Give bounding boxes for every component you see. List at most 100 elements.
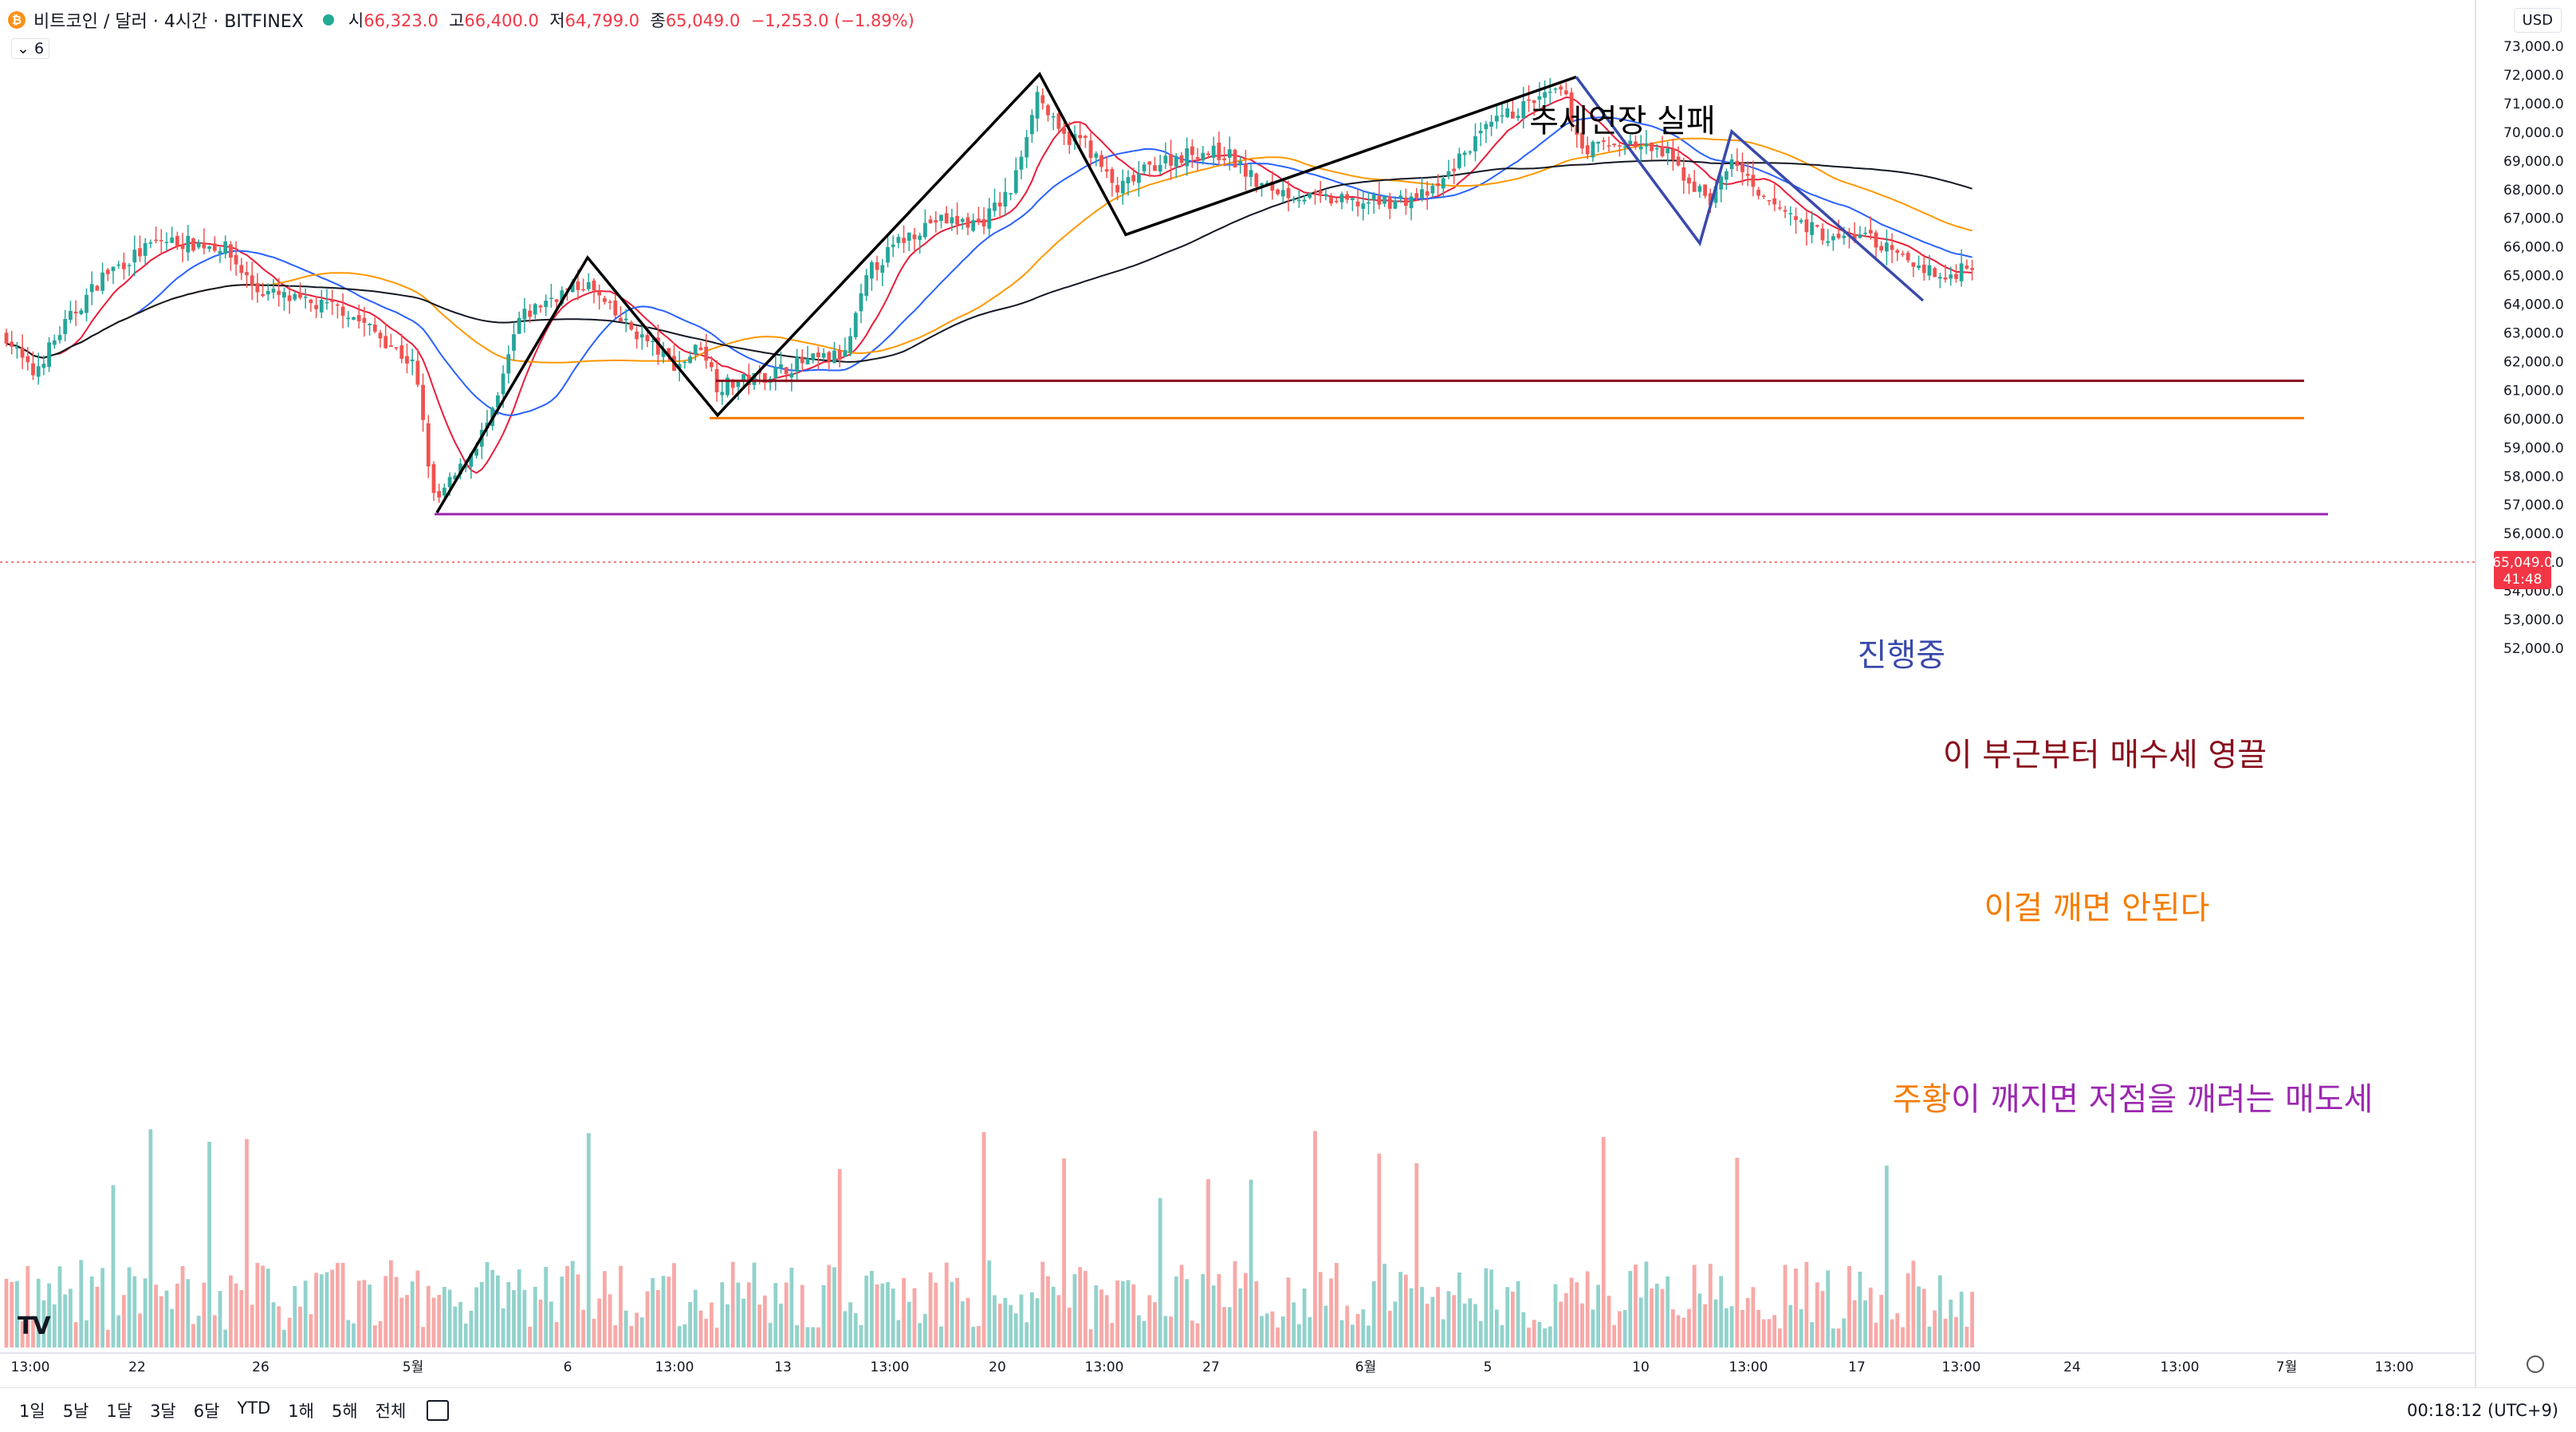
timeframe-8[interactable]: 전체	[375, 1401, 407, 1421]
candle-body	[1761, 195, 1766, 198]
candle-body	[1938, 277, 1942, 279]
candle-body	[960, 218, 965, 222]
candle-body	[811, 353, 816, 361]
candle-body	[1917, 265, 1921, 269]
candle-body	[928, 219, 933, 223]
candle-body	[512, 334, 516, 352]
time-tick: 27	[1202, 1359, 1220, 1375]
symbol-title[interactable]: 비트코인 / 달러 · 4시간 · BITFINEX	[33, 12, 304, 32]
timeframe-5[interactable]: YTD	[237, 1398, 271, 1418]
candle-body	[1323, 194, 1328, 196]
volume-bar	[1072, 1274, 1077, 1347]
annotation-must-hold: 이걸 깨면 안된다	[1984, 890, 2209, 926]
clock: 00:18:12 (UTC+9)	[2407, 1400, 2558, 1420]
candle-body	[180, 244, 185, 250]
timeframe-3[interactable]: 3달	[150, 1401, 176, 1421]
volume-bar	[560, 1277, 564, 1347]
volume-bar	[105, 1329, 110, 1347]
volume-bar	[1794, 1269, 1798, 1347]
candle-body	[1585, 145, 1590, 155]
volume-bar	[1147, 1295, 1152, 1347]
volume-bar	[1131, 1284, 1136, 1347]
candle-body	[1548, 91, 1552, 93]
candle-body	[1367, 202, 1371, 204]
timeframe-7[interactable]: 5해	[331, 1401, 358, 1421]
timeframe-4[interactable]: 6달	[193, 1401, 220, 1421]
volume-bar	[303, 1281, 308, 1347]
candle-body	[944, 213, 949, 224]
volume-bar	[1329, 1278, 1333, 1347]
volume-bar	[1099, 1289, 1103, 1347]
settings-gear-icon[interactable]	[2527, 1355, 2544, 1373]
candle-body	[191, 238, 195, 251]
indicator-toggle[interactable]: ⌄ 6	[11, 38, 50, 59]
volume-bar	[1921, 1288, 1926, 1347]
volume-bar	[111, 1185, 116, 1347]
candle-body	[1280, 190, 1285, 197]
candle-body	[1083, 136, 1087, 138]
candle-body	[164, 242, 169, 243]
volume-bar	[1778, 1328, 1782, 1347]
candle-body	[1687, 177, 1691, 184]
price-tick: 64,000.0	[2503, 297, 2564, 313]
candle-body	[1297, 199, 1301, 202]
candle-body	[1799, 220, 1803, 222]
volume-bar	[1729, 1306, 1734, 1347]
volume-bar	[399, 1297, 404, 1347]
volume-bar	[645, 1291, 650, 1347]
candle-body	[870, 262, 874, 279]
volume-bar	[85, 1320, 88, 1347]
timeframe-0[interactable]: 1일	[19, 1401, 45, 1421]
candle-body	[47, 342, 51, 368]
candle-body	[891, 244, 895, 247]
candle-body	[1206, 153, 1210, 155]
currency-selector[interactable]: USD	[2513, 8, 2562, 33]
volume-bar	[431, 1297, 436, 1347]
volume-bars	[4, 1129, 1974, 1347]
volume-bar	[20, 1321, 25, 1347]
timeframe-2[interactable]: 1달	[106, 1401, 133, 1421]
volume-bar	[1169, 1316, 1173, 1347]
volume-bar	[15, 1281, 19, 1347]
candle-body	[1003, 191, 1008, 207]
timeframe-6[interactable]: 1해	[288, 1401, 314, 1421]
candle-body	[63, 319, 68, 335]
volume-bar	[1302, 1288, 1307, 1347]
candle-body	[143, 242, 147, 256]
candle-body	[629, 322, 634, 330]
volume-bar	[1644, 1261, 1649, 1347]
volume-bar	[1959, 1292, 1964, 1347]
volume-bar	[1377, 1153, 1382, 1347]
candle-body	[1575, 124, 1579, 136]
volume-bar	[148, 1129, 153, 1347]
candle-body	[1959, 263, 1964, 281]
volume-bar	[1404, 1274, 1408, 1347]
volume-bar	[1847, 1265, 1851, 1347]
candle-body	[544, 301, 549, 308]
calendar-icon[interactable]	[427, 1399, 450, 1421]
candle-body	[229, 244, 233, 258]
volume-bar	[603, 1271, 607, 1347]
volume-bar	[1964, 1326, 1969, 1347]
volume-bar	[1671, 1309, 1675, 1347]
timeframe-1[interactable]: 5날	[62, 1401, 89, 1421]
volume-bar	[421, 1327, 425, 1347]
zigzag-blue[interactable]	[1575, 76, 1925, 302]
candle-body	[645, 335, 650, 342]
time-tick: 13	[774, 1359, 792, 1375]
candle-body	[218, 250, 222, 254]
volume-bar	[682, 1324, 687, 1347]
candle-body	[1559, 86, 1563, 90]
volume-bar	[997, 1304, 1002, 1347]
zigzag-black[interactable]	[435, 72, 1577, 513]
price-tick: 69,000.0	[2503, 154, 2564, 170]
candle-body	[651, 340, 655, 342]
time-tick: 20	[989, 1359, 1006, 1375]
volume-bar	[1190, 1320, 1194, 1347]
volume-bar	[1339, 1320, 1344, 1347]
candle-body	[1110, 169, 1115, 183]
candle-body	[1905, 253, 1910, 261]
candle-body	[207, 246, 211, 250]
volume-bar	[1367, 1325, 1371, 1347]
